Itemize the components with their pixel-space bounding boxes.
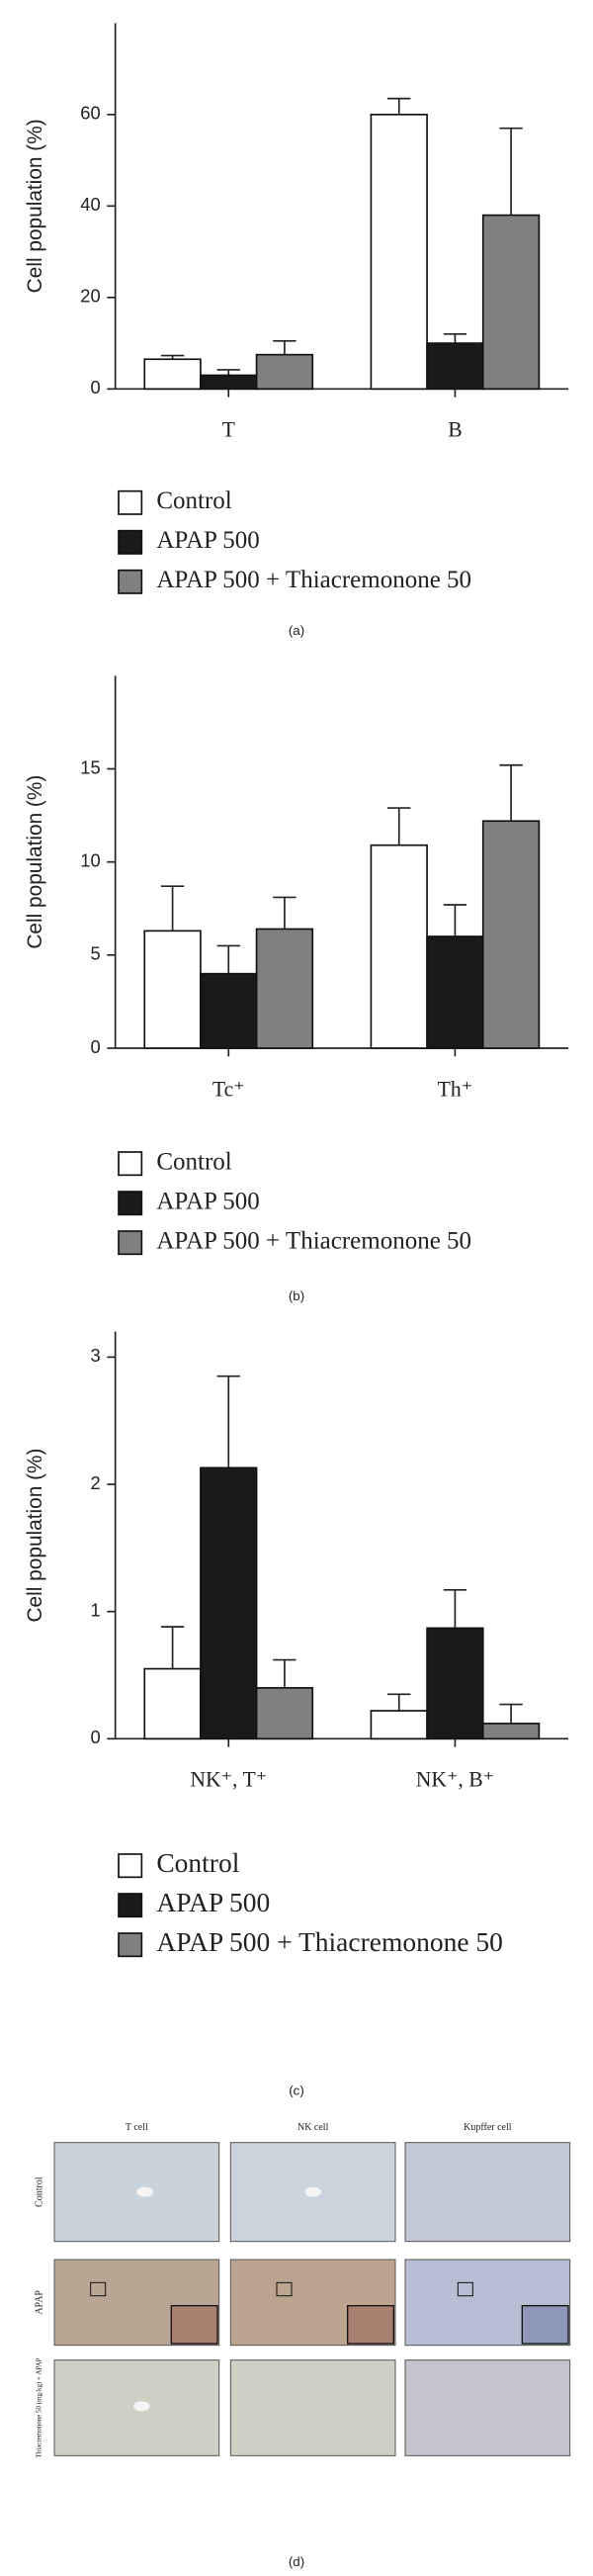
panel-label: (d) [289, 2554, 304, 2569]
panel-label: (b) [289, 1288, 304, 1303]
legend-label: APAP 500 + Thiacremonone 50 [156, 567, 471, 593]
bar [481, 1723, 541, 1740]
inset [347, 2305, 394, 2345]
legend-swatch [118, 489, 143, 515]
y-tick-label: 15 [80, 756, 100, 777]
vessel [304, 2186, 321, 2197]
zoom-box [457, 2281, 473, 2297]
y-tick-label: 3 [90, 1345, 100, 1366]
legend-swatch [118, 1151, 143, 1177]
y-axis-title: Cell population (%) [24, 1449, 46, 1623]
y-tick-label: 2 [90, 1472, 100, 1493]
y-tick-label: 20 [80, 286, 100, 307]
legend-label: Control [156, 1847, 239, 1878]
x-tick-label: B [448, 418, 462, 442]
micrograph [404, 2142, 571, 2243]
panel-label: (a) [289, 623, 304, 638]
row-label: APAP [34, 2290, 44, 2315]
vessel [133, 2401, 150, 2412]
vessel [136, 2186, 153, 2197]
x-tick-label: NK⁺, T⁺ [190, 1768, 267, 1792]
legend-swatch [118, 569, 143, 594]
legend-label: APAP 500 + Thiacremonone 50 [156, 1926, 503, 1957]
x-tick-label: NK⁺, B⁺ [416, 1768, 494, 1792]
inset [521, 2305, 569, 2345]
bar [255, 928, 314, 1049]
bar [370, 844, 428, 1049]
column-label: NK cell [297, 2122, 329, 2133]
micrograph [229, 2359, 396, 2456]
zoom-box [276, 2281, 293, 2297]
bar [143, 358, 202, 391]
micrograph [404, 2359, 571, 2456]
panel-label: (c) [289, 2084, 304, 2098]
legend-label: APAP 500 + Thiacremonone 50 [156, 1227, 471, 1254]
legend-label: APAP 500 [156, 1188, 259, 1214]
y-tick-label: 40 [80, 194, 100, 215]
bar [255, 1687, 314, 1740]
legend-label: APAP 500 [156, 527, 259, 554]
micrographs [53, 2142, 571, 2456]
row-label: Thiacremonone 50 (mg/kg) + APAP [36, 2357, 43, 2457]
legend-swatch [118, 1853, 143, 1879]
y-axis-title: Cell population (%) [24, 119, 46, 293]
y-tick-label: 5 [90, 943, 100, 964]
row-label: Control [34, 2176, 44, 2207]
column-label: T cell [126, 2122, 148, 2133]
zoom-box [90, 2281, 107, 2297]
legend-label: APAP 500 [156, 1887, 270, 1917]
bar [143, 930, 202, 1049]
bar [481, 820, 541, 1049]
bar [255, 353, 314, 391]
x-tick-label: Th⁺ [438, 1077, 472, 1101]
legend-swatch [118, 1893, 143, 1918]
bar [200, 1466, 258, 1740]
y-tick-label: 1 [90, 1600, 100, 1621]
bar [370, 114, 428, 391]
bar [426, 342, 484, 391]
bar [200, 972, 258, 1049]
bar [370, 1710, 428, 1740]
y-tick-label: 0 [90, 1727, 100, 1747]
y-tick-label: 0 [90, 377, 100, 398]
legend-label: Control [156, 1148, 231, 1175]
inset [170, 2305, 218, 2345]
bar [426, 935, 484, 1049]
legend-label: Control [156, 488, 231, 514]
legend-swatch [118, 1932, 143, 1958]
y-axis-title: Cell population (%) [24, 775, 46, 949]
x-tick-label: Tc⁺ [212, 1077, 245, 1101]
bar [481, 214, 541, 391]
column-label: Kupffer cell [464, 2122, 512, 2133]
bar [200, 374, 258, 391]
y-tick-label: 60 [80, 103, 100, 124]
y-tick-label: 10 [80, 850, 100, 871]
legend-swatch [118, 1230, 143, 1256]
bar [426, 1627, 484, 1740]
y-tick-label: 0 [90, 1036, 100, 1057]
bar [143, 1667, 202, 1740]
x-tick-label: T [222, 418, 235, 442]
legend-swatch [118, 1191, 143, 1216]
legend-swatch [118, 529, 143, 555]
